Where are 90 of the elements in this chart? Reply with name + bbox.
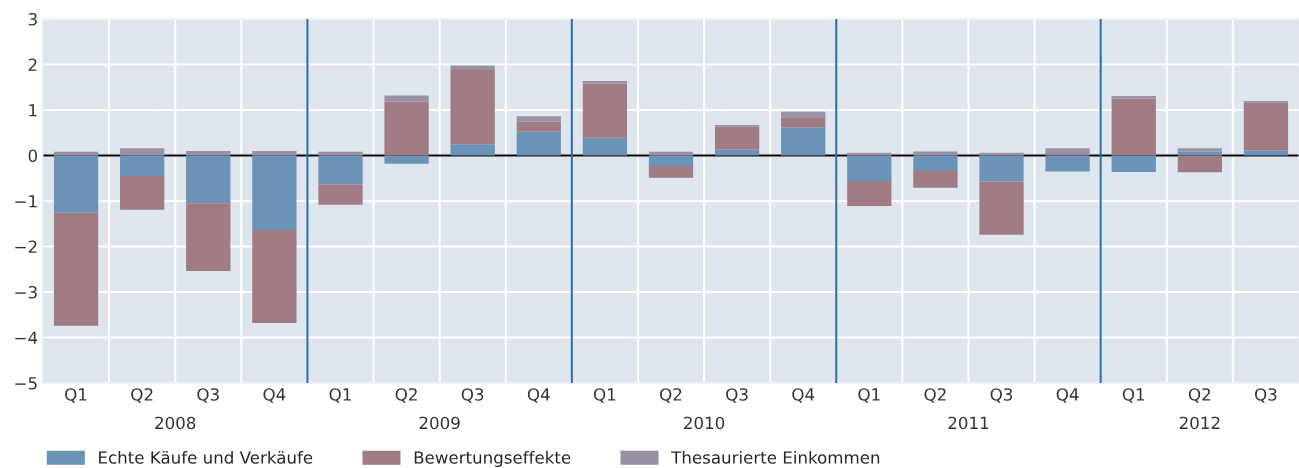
bar: [979, 181, 1024, 235]
y-tick-label: −3: [15, 285, 37, 299]
bar: [318, 151, 363, 156]
x-tick-label: Q4: [792, 388, 815, 403]
text: 2012: [1179, 416, 1220, 430]
bar: [1177, 148, 1222, 152]
text: 2008: [155, 416, 196, 430]
x-tick-label: Q3: [1255, 388, 1277, 403]
x-tick-label: Q2: [131, 388, 153, 403]
x-tick-label: Q1: [65, 388, 87, 403]
bar: [384, 95, 429, 102]
bar: [1111, 95, 1156, 99]
bar: [186, 155, 231, 204]
legend-label: Bewertungseffekte: [414, 450, 571, 468]
y-tick-label: 2: [28, 58, 37, 71]
bar: [516, 131, 561, 156]
bar: [582, 80, 628, 84]
legend-label: Thesaurierte Einkommen: [671, 450, 880, 464]
bar: [648, 155, 694, 166]
bar: [979, 155, 1024, 182]
bar: [186, 203, 231, 272]
bar: [1045, 148, 1090, 155]
bar: [384, 101, 429, 156]
bar: [979, 152, 1024, 156]
bar: [516, 116, 561, 122]
y-tick-label: −1: [15, 195, 37, 208]
bar: [318, 184, 363, 205]
y-tick-label: −2: [15, 240, 37, 253]
bar: [1243, 150, 1289, 156]
x-tick-label: Q3: [461, 388, 484, 403]
text: 2009: [419, 416, 460, 430]
x-tick-label: Q3: [197, 388, 219, 403]
bar: [913, 170, 958, 188]
bar: [582, 83, 628, 138]
x-tick-label: Q4: [263, 388, 286, 403]
x-tick-label: Q2: [924, 388, 946, 403]
bar: [120, 175, 165, 210]
bar: [1177, 155, 1222, 173]
bar: [913, 155, 958, 171]
legend-label: Echte Käufe und Verkäufe: [99, 450, 313, 464]
bar: [450, 144, 495, 156]
x-tick-label: Q1: [1122, 388, 1145, 403]
bar: [913, 151, 958, 156]
x-tick-label: Q1: [329, 388, 351, 403]
bar: [516, 121, 561, 132]
bar: [847, 180, 892, 207]
bar: [648, 151, 694, 156]
bar: [781, 111, 826, 118]
bar: [252, 150, 297, 156]
bar: [53, 151, 99, 156]
bar: [1243, 102, 1289, 151]
x-tick-label: Q2: [1188, 388, 1211, 403]
bar: [648, 165, 694, 178]
x-tick-label: Q2: [660, 388, 682, 403]
y-tick-label: 0: [28, 149, 38, 163]
y-tick-label: 1: [29, 104, 37, 117]
x-tick-label: Q4: [1056, 388, 1079, 403]
bar: [450, 69, 495, 145]
bar: [714, 126, 760, 150]
x-tick-label: Q4: [527, 388, 550, 403]
bar: [781, 127, 826, 156]
bar: [714, 149, 760, 156]
x-tick-label: Q1: [593, 388, 616, 403]
bar: [252, 230, 297, 323]
y-tick-label: −5: [15, 377, 37, 390]
bar: [186, 150, 231, 156]
bar: [1111, 155, 1156, 172]
x-tick-label: Q3: [990, 388, 1013, 403]
bar: [847, 155, 892, 181]
text: 2010: [684, 416, 725, 430]
bar: [781, 117, 826, 128]
bar: [847, 152, 892, 156]
bar: [384, 155, 429, 164]
x-tick-label: Q3: [726, 388, 748, 403]
text: 2011: [948, 416, 989, 430]
bar: [53, 155, 99, 213]
bar: [252, 155, 297, 231]
bar: [318, 155, 363, 185]
bar: [1111, 98, 1156, 156]
bar: [120, 155, 165, 176]
bar: [1045, 155, 1090, 172]
y-tick-label: −4: [15, 331, 38, 344]
y-tick-label: 3: [28, 12, 37, 26]
bar: [120, 148, 165, 156]
bar: [450, 65, 495, 70]
bar: [1177, 151, 1222, 156]
bar: [582, 137, 628, 156]
bar: [53, 212, 99, 326]
x-tick-label: Q2: [395, 388, 417, 403]
x-tick-label: Q1: [858, 388, 880, 403]
